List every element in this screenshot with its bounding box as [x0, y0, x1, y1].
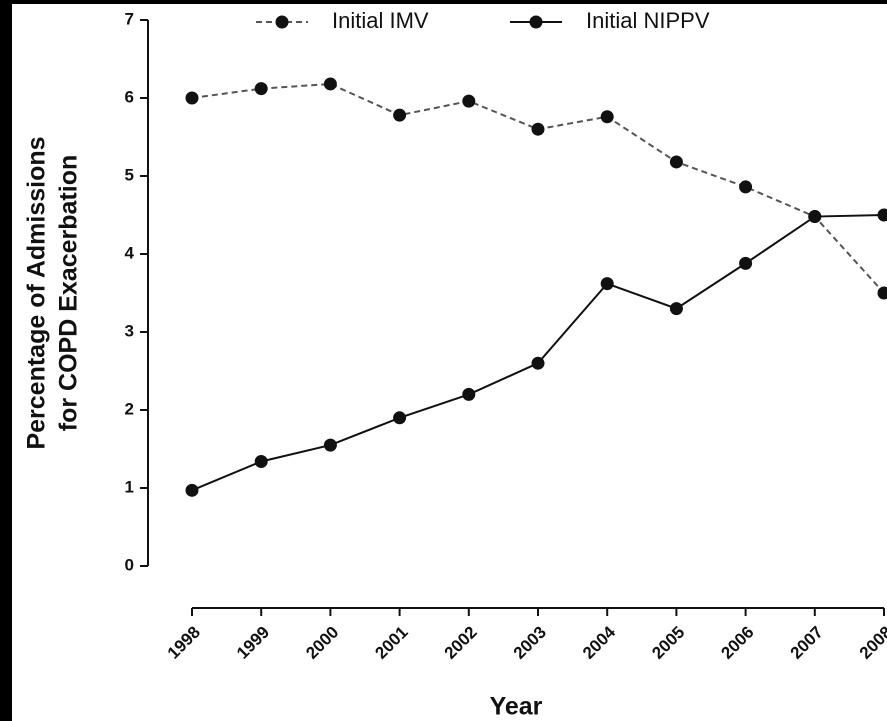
data-point — [877, 286, 887, 300]
legend-label: Initial IMV — [332, 8, 429, 33]
x-axis-title: Year — [490, 693, 543, 721]
data-point — [600, 110, 614, 124]
data-point — [669, 302, 683, 316]
data-point — [185, 483, 199, 497]
data-point — [600, 277, 614, 291]
chart-background — [12, 4, 887, 721]
legend-marker — [275, 15, 289, 29]
data-point — [462, 94, 476, 108]
y-tick-label: 1 — [125, 477, 134, 496]
data-point — [185, 91, 199, 105]
data-point — [393, 108, 407, 122]
y-tick-label: 3 — [125, 321, 134, 340]
y-tick-label: 6 — [125, 87, 134, 106]
legend-marker — [529, 15, 543, 29]
data-point — [393, 411, 407, 425]
y-tick-label: 4 — [125, 243, 135, 262]
y-tick-label: 0 — [125, 555, 134, 574]
data-point — [877, 208, 887, 222]
data-point — [323, 77, 337, 91]
data-point — [669, 155, 683, 169]
data-point — [462, 387, 476, 401]
y-tick-label: 2 — [125, 399, 134, 418]
data-point — [739, 256, 753, 270]
data-point — [531, 122, 545, 136]
legend-label: Initial NIPPV — [586, 8, 710, 33]
y-tick-label: 5 — [125, 165, 134, 184]
data-point — [323, 438, 337, 452]
y-axis-title: Percentage of Admissions — [23, 136, 51, 449]
data-point — [808, 210, 822, 224]
data-point — [531, 356, 545, 370]
data-point — [254, 82, 268, 96]
data-point — [254, 454, 268, 468]
data-point — [739, 180, 753, 194]
y-tick-label: 7 — [125, 9, 134, 28]
y-axis-title: for COPD Exacerbation — [55, 155, 83, 431]
